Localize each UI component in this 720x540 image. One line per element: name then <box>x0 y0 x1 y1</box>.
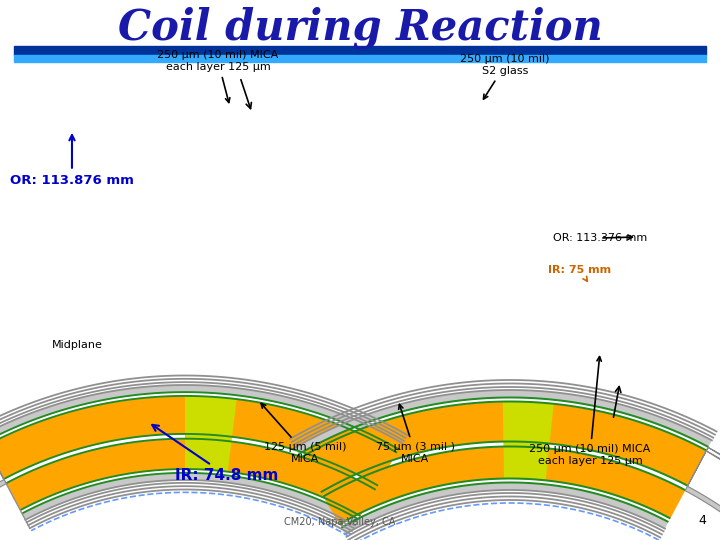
Polygon shape <box>338 477 671 525</box>
Text: 4: 4 <box>698 514 706 527</box>
Polygon shape <box>0 391 400 450</box>
Polygon shape <box>301 402 706 492</box>
Polygon shape <box>323 446 686 497</box>
Text: OR: 113.876 mm: OR: 113.876 mm <box>10 135 134 186</box>
Polygon shape <box>295 390 712 455</box>
Polygon shape <box>320 441 688 493</box>
Text: 75 μm (3 mil )
MICA: 75 μm (3 mil ) MICA <box>376 404 454 464</box>
Text: Midplane: Midplane <box>52 340 103 350</box>
Polygon shape <box>300 401 707 458</box>
Bar <box>14 46 706 55</box>
Text: 250 μm (10 mil)
S2 glass: 250 μm (10 mil) S2 glass <box>460 55 550 99</box>
Polygon shape <box>20 468 361 517</box>
Text: IR: 74.8 mm: IR: 74.8 mm <box>152 425 279 483</box>
Polygon shape <box>685 448 720 534</box>
Polygon shape <box>0 395 397 454</box>
Polygon shape <box>0 385 402 450</box>
Polygon shape <box>503 402 554 481</box>
Polygon shape <box>6 438 376 490</box>
Polygon shape <box>185 396 237 472</box>
Text: OR: 113.376 mm: OR: 113.376 mm <box>553 233 647 243</box>
Polygon shape <box>341 483 668 534</box>
Bar <box>14 55 706 62</box>
Polygon shape <box>4 433 379 487</box>
Text: CM20, Napa Valley, CA: CM20, Napa Valley, CA <box>284 517 396 527</box>
Text: 250 μm (10 mil) MICA
each layer 125 μm: 250 μm (10 mil) MICA each layer 125 μm <box>158 50 279 103</box>
Polygon shape <box>22 474 359 525</box>
Polygon shape <box>22 472 359 520</box>
Text: Coil during Reaction: Coil during Reaction <box>117 6 603 49</box>
Polygon shape <box>341 482 669 529</box>
Polygon shape <box>323 447 685 525</box>
Polygon shape <box>0 443 6 528</box>
Text: IR: 75 mm: IR: 75 mm <box>548 265 611 281</box>
Polygon shape <box>298 396 708 455</box>
Text: 250 μm (10 mil) MICA
each layer 125 μm: 250 μm (10 mil) MICA each layer 125 μm <box>529 356 651 465</box>
Polygon shape <box>0 396 397 486</box>
Polygon shape <box>6 439 375 516</box>
Text: 125 μm (5 mil)
MICA: 125 μm (5 mil) MICA <box>261 403 346 464</box>
